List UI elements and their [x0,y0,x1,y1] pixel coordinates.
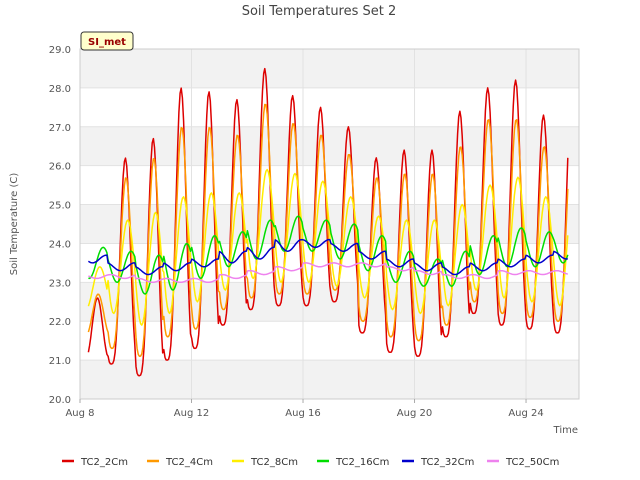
legend-label: TC2_50Cm [505,457,559,468]
plot-band [80,321,579,361]
y-tick-label: 24.0 [49,239,71,250]
plot-frame [79,48,580,400]
y-tick-label: 20.0 [49,395,71,406]
site-annotation-box [80,31,134,51]
plot-band [80,49,579,88]
legend-label: TC2_4Cm [165,457,213,468]
x-tick-label: Aug 20 [397,408,432,419]
y-axis-label: Soil Temperature (C) [9,173,20,276]
legend: TC2_2Cm TC2_4Cm TC2_8Cm TC2_16Cm TC2_32Cm TC2… [62,457,559,468]
x-tick-label: Aug 16 [285,408,320,419]
site-annotation-label: SI_met [88,37,126,48]
chart-title: Soil Temperatures Set 2 [242,4,397,19]
legend-label: TC2_16Cm [335,457,389,468]
site-annotation: SI_met [80,31,134,51]
series-line-tc2-8cm [87,168,569,326]
plot-band [80,87,579,127]
x-axis-label: Time [553,425,578,436]
y-tick-label: 28.0 [49,84,71,95]
plot-band [80,360,579,399]
y-tick-label: 23.0 [49,278,71,289]
legend-label: TC2_32Cm [420,457,474,468]
y-tick-label: 25.0 [49,201,71,212]
y-tick-label: 29.0 [49,45,71,56]
y-tick-label: 27.0 [49,123,71,134]
x-tick-label: Aug 12 [174,408,209,419]
x-tick-label: Aug 8 [65,408,94,419]
y-tick-label: 26.0 [49,162,71,173]
legend-label: TC2_2Cm [80,457,128,468]
x-axis-ticks: Aug 8 Aug 12 Aug 16 Aug 20 Aug 24 [65,399,544,419]
series-line-tc2-4cm [87,103,569,357]
series-lines [87,67,569,377]
legend-label: TC2_8Cm [250,457,298,468]
y-tick-label: 21.0 [49,356,71,367]
plot-band [80,126,579,166]
y-axis-ticks: 20.0 21.0 22.0 23.0 24.0 25.0 26.0 27.0 28.0 29.0 [49,45,71,406]
plot-band [80,165,579,205]
series-line-tc2-32cm [87,238,568,276]
series-line-tc2-50cm [88,262,569,284]
x-tick-label: Aug 24 [508,408,543,419]
series-line-tc2-2cm [87,67,569,377]
y-tick-label: 22.0 [49,317,71,328]
